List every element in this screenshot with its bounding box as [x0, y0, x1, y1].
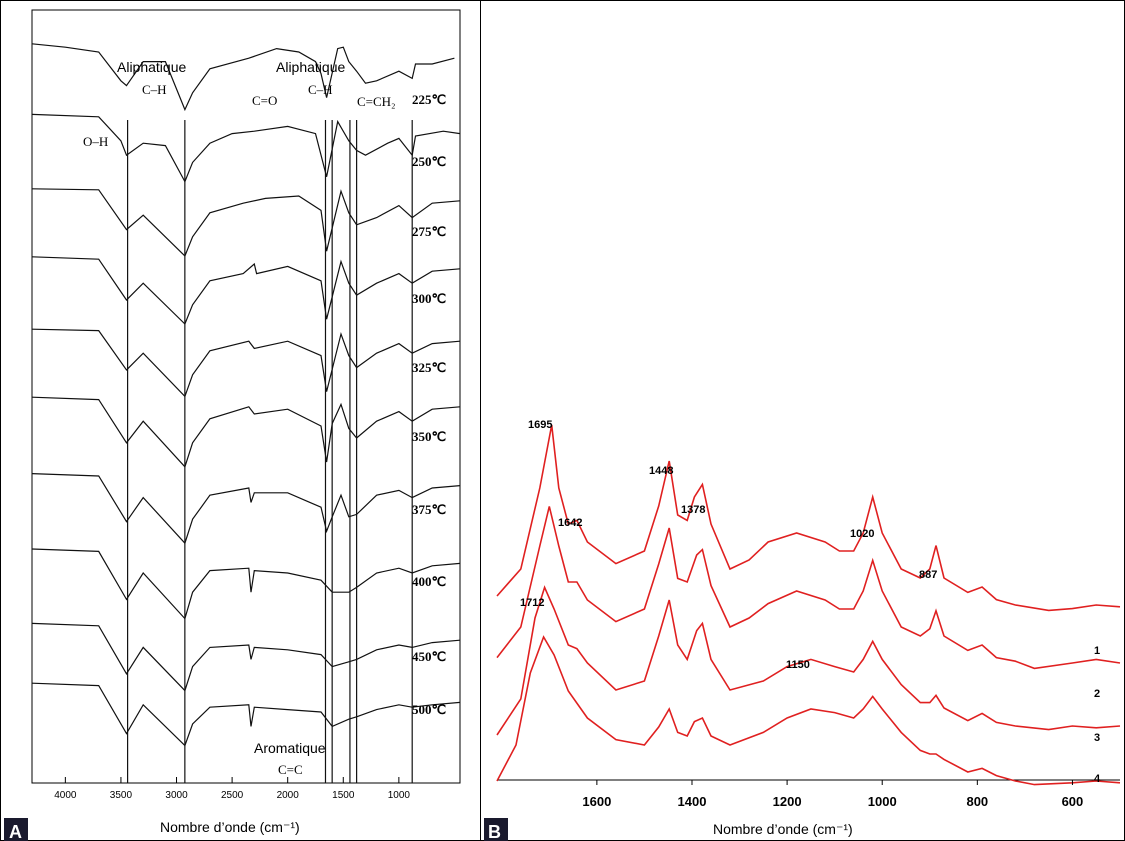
panel-b-tick-label: 600	[1062, 794, 1084, 809]
panel-a-series-line	[31, 396, 461, 468]
panel-a-series-line	[31, 113, 461, 184]
panel-b-x-ticks: 1600 1400 1200 1000 800 600	[582, 780, 1083, 809]
panel-b-series	[496, 424, 1121, 786]
annotation-ch-2: C–H	[308, 82, 333, 97]
panel-a-temperature-label: 450℃	[412, 649, 446, 664]
panel-a-temperature-label: 500℃	[412, 702, 446, 717]
annotation-aromatique: Aromatique	[254, 740, 326, 756]
annotation-co: C=O	[252, 93, 277, 108]
panel-a-temperature-label: 275℃	[412, 224, 446, 239]
panel-a-tick-label: 3500	[110, 790, 133, 801]
panel-a-letter-box	[4, 818, 28, 841]
annotation-aliphatique-1: Aliphatique	[117, 59, 186, 75]
panel-a-letter: A	[9, 822, 22, 841]
panel-a-tick-label: 4000	[54, 790, 77, 801]
annotation-ch-1: C–H	[142, 82, 167, 97]
panel-b-series-line	[496, 506, 1121, 670]
panel-a-temperature-label: 400℃	[412, 574, 446, 589]
panel-a-series-line	[31, 682, 461, 747]
panel-a-series-line	[31, 256, 461, 326]
annotation-oh: O–H	[83, 134, 108, 149]
panel-b-tick-label: 1600	[582, 794, 611, 809]
panel-b-tick-label: 1000	[868, 794, 897, 809]
panel-b-series-line	[496, 635, 1121, 786]
peak-label-887: 887	[919, 569, 937, 581]
panel-a-series-line	[31, 328, 461, 398]
panel-b-tick-label: 1400	[678, 794, 707, 809]
panel-b-x-axis-label: Nombre d’onde (cm⁻¹)	[713, 821, 853, 837]
panel-a-series-line	[31, 622, 461, 692]
peak-label-1448: 1448	[649, 465, 673, 477]
panel-a-vertical-lines	[127, 120, 413, 783]
panel-a-series-line	[31, 188, 461, 258]
panel-a-temperature-label: 350℃	[412, 429, 446, 444]
peak-label-1695: 1695	[528, 419, 552, 431]
panel-a-tick-label: 1000	[388, 790, 411, 801]
peak-label-1642: 1642	[558, 517, 582, 529]
panel-a-temperature-label: 300℃	[412, 291, 446, 306]
peak-label-1712: 1712	[520, 597, 544, 609]
peak-label-1150: 1150	[786, 659, 810, 671]
panel-b-series-line	[496, 424, 1121, 612]
panel-b-series-label: 4	[1094, 773, 1101, 785]
panel-b-tick-label: 800	[966, 794, 988, 809]
panel-b-series-label: 3	[1094, 732, 1100, 744]
panel-b-letter-box	[484, 818, 508, 841]
panel-a-series	[31, 43, 461, 747]
annotation-cch2: C=CH₂	[357, 94, 396, 109]
panel-a-plot-frame	[31, 9, 461, 784]
panel-a-tick-label: 1500	[332, 790, 355, 801]
panel-b-series-labels: 1 2 3 4	[1094, 645, 1101, 785]
panel-a-tick-label: 3000	[165, 790, 188, 801]
panel-b-series-label: 1	[1094, 645, 1100, 657]
peak-label-1020: 1020	[850, 528, 874, 540]
panel-a-series-line	[31, 548, 461, 620]
panel-a-x-ticks: 4000 3500 3000 2500 2000 1500 1000	[54, 777, 410, 801]
panel-a-series-line	[31, 473, 461, 545]
annotation-aliphatique-2: Aliphatique	[276, 59, 345, 75]
panel-a-temperature-label: 325℃	[412, 360, 446, 375]
panel-a-tick-label: 2000	[277, 790, 300, 801]
panel-a-chart: 4000 3500 3000 2500 2000 1500 1000 225℃ 250℃ 275…	[4, 9, 461, 841]
panel-a-temperature-label: 375℃	[412, 502, 446, 517]
annotation-cc: C=C	[278, 762, 303, 777]
panel-b-series-label: 2	[1094, 688, 1100, 700]
peak-label-1378: 1378	[681, 504, 705, 516]
panel-a-x-axis-label: Nombre d’onde (cm⁻¹)	[160, 819, 300, 835]
panel-a-temperature-label: 250℃	[412, 154, 446, 169]
panel-a-tick-label: 2500	[221, 790, 244, 801]
panel-b-tick-label: 1200	[773, 794, 802, 809]
panel-a-temperature-labels: 225℃ 250℃ 275℃ 300℃ 325℃ 350℃ 375℃ 400℃ 450℃ 500℃	[412, 92, 446, 717]
panel-a-temperature-label: 225℃	[412, 92, 446, 107]
panel-b-series-line	[496, 585, 1121, 736]
panel-b-letter: B	[488, 822, 501, 841]
panel-a-series-line	[31, 43, 455, 112]
